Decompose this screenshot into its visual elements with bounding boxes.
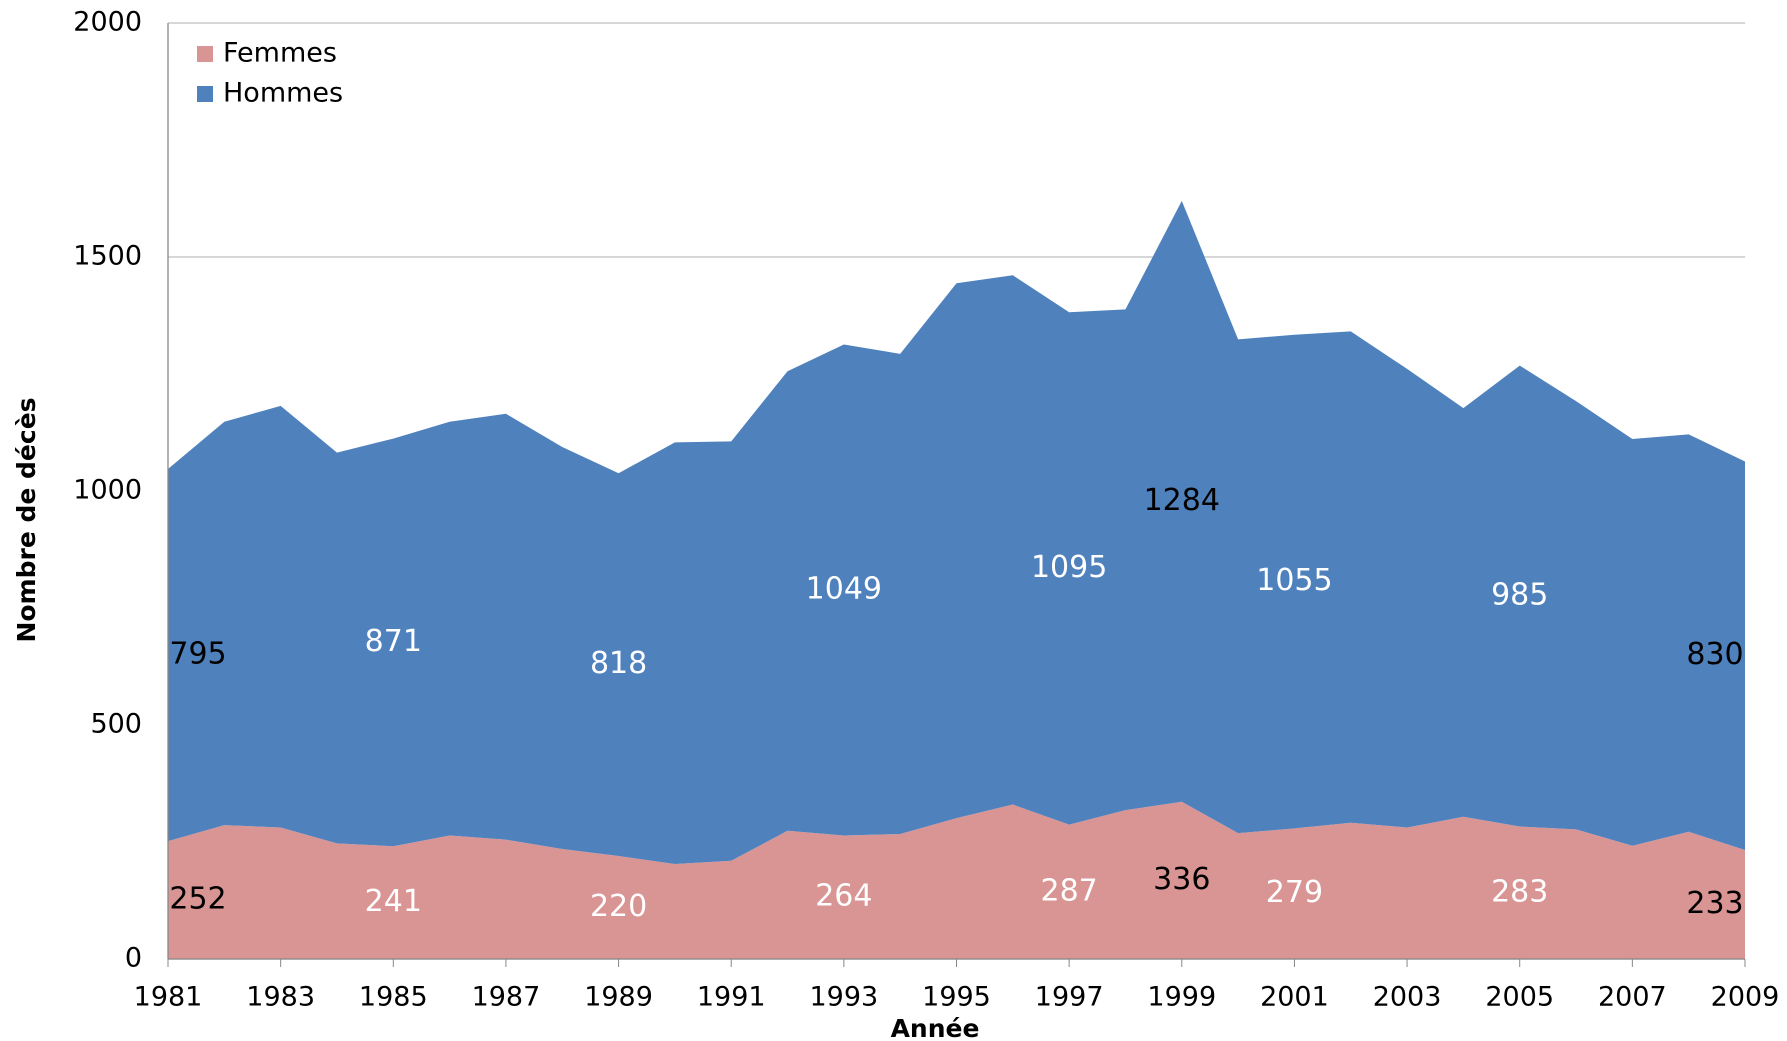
y-tick-label: 1000	[73, 475, 142, 506]
y-tick-label: 500	[90, 709, 142, 740]
x-tick-label: 2001	[1260, 982, 1329, 1013]
data-label: 1284	[1144, 483, 1220, 518]
x-tick-label: 1997	[1035, 982, 1104, 1013]
y-axis-title: Nombre de décès	[12, 397, 41, 642]
data-label: 795	[169, 637, 226, 672]
x-tick-label: 1981	[134, 982, 203, 1013]
y-tick-label: 1500	[73, 241, 142, 272]
legend-swatch	[197, 86, 213, 102]
x-tick-label: 2009	[1711, 982, 1780, 1013]
x-tick-label: 1983	[246, 982, 315, 1013]
data-label: 336	[1153, 862, 1210, 897]
x-axis-title: Année	[891, 1014, 980, 1041]
area	[168, 200, 1745, 864]
data-label: 220	[590, 889, 647, 924]
y-tick-label: 2000	[73, 7, 142, 38]
x-tick-label: 1993	[809, 982, 878, 1013]
data-label: 818	[590, 646, 647, 681]
x-tick-label: 2005	[1485, 982, 1554, 1013]
data-label: 1055	[1256, 563, 1332, 598]
x-tick-label: 1989	[584, 982, 653, 1013]
data-label: 1049	[806, 571, 882, 606]
x-tick-label: 1991	[697, 982, 766, 1013]
y-tick-label: 0	[125, 943, 142, 974]
data-label: 241	[365, 884, 422, 919]
area	[168, 801, 1745, 959]
data-label: 264	[815, 879, 872, 914]
x-tick-label: 1995	[922, 982, 991, 1013]
legend-label: Femmes	[223, 38, 337, 69]
data-label: 830	[1686, 637, 1743, 672]
x-tick-label: 2007	[1598, 982, 1667, 1013]
data-label: 287	[1041, 873, 1098, 908]
data-label: 1095	[1031, 550, 1107, 585]
legend-swatch	[197, 46, 213, 62]
data-label: 283	[1491, 874, 1548, 909]
data-label: 233	[1686, 886, 1743, 921]
data-label: 985	[1491, 578, 1548, 613]
x-tick-label: 1987	[472, 982, 541, 1013]
data-label: 279	[1266, 875, 1323, 910]
legend-label: Hommes	[223, 78, 343, 109]
x-tick-label: 1985	[359, 982, 428, 1013]
x-tick-label: 1999	[1147, 982, 1216, 1013]
data-label: 252	[169, 882, 226, 917]
data-label: 871	[365, 624, 422, 659]
x-tick-label: 2003	[1373, 982, 1442, 1013]
